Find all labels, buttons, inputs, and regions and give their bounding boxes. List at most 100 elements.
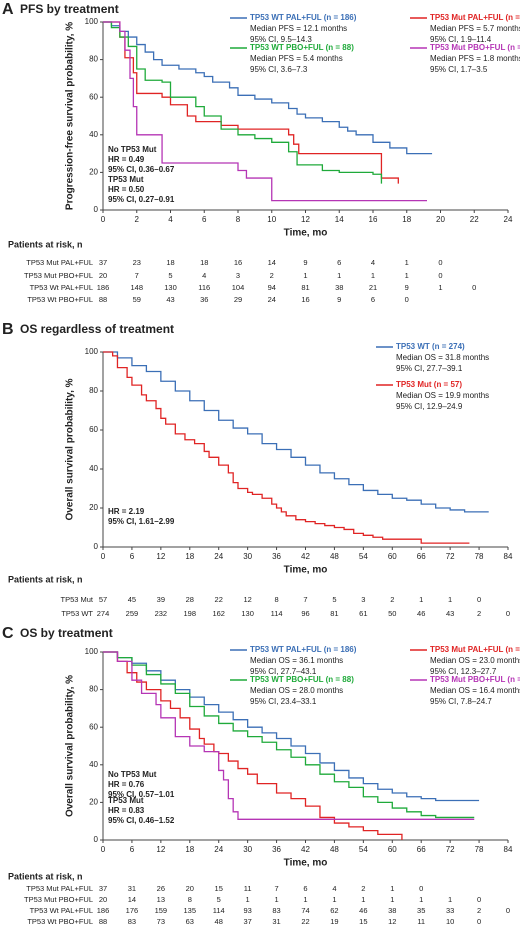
risk-count: 48 xyxy=(215,917,223,925)
risk-count: 5 xyxy=(168,271,172,280)
y-tick-label: 20 xyxy=(89,798,98,807)
risk-count: 0 xyxy=(477,895,481,904)
risk-count: 10 xyxy=(446,917,454,925)
risk-count: 0 xyxy=(438,258,442,267)
legend-detail: Median PFS = 1.8 months xyxy=(430,54,520,63)
risk-count: 2 xyxy=(390,595,394,604)
x-tick-label: 72 xyxy=(446,845,455,854)
annotation: TP53 Mut xyxy=(108,796,144,805)
legend-detail: Median PFS = 5.7 months xyxy=(430,24,520,33)
risk-count: 73 xyxy=(157,917,165,925)
x-tick-label: 48 xyxy=(330,845,339,854)
risk-count: 7 xyxy=(274,884,278,893)
risk-count: 198 xyxy=(184,609,197,618)
y-tick-label: 60 xyxy=(89,425,98,434)
risk-count: 83 xyxy=(272,906,280,915)
x-tick-label: 0 xyxy=(101,215,106,224)
risk-count: 88 xyxy=(99,295,107,304)
y-tick-label: 20 xyxy=(89,503,98,512)
y-tick-label: 40 xyxy=(89,760,98,769)
survival-curve xyxy=(103,21,427,202)
risk-count: 46 xyxy=(359,906,367,915)
risk-count: 114 xyxy=(271,609,283,618)
risk-count: 50 xyxy=(388,609,396,618)
y-axis-label: Overall survival probability, % xyxy=(65,378,76,520)
risk-count: 14 xyxy=(268,258,276,267)
risk-count: 5 xyxy=(332,595,336,604)
risk-count: 14 xyxy=(128,895,136,904)
y-tick-label: 40 xyxy=(89,130,98,139)
panel-label: B xyxy=(2,321,14,338)
legend-label: TP53 WT PBO+FUL (n = 88) xyxy=(250,675,354,684)
risk-count: 259 xyxy=(126,609,139,618)
risk-count: 135 xyxy=(184,906,197,915)
x-tick-label: 2 xyxy=(135,215,140,224)
x-tick-label: 78 xyxy=(475,552,484,561)
y-axis-label: Overall survival probability, % xyxy=(65,675,76,817)
x-tick-label: 24 xyxy=(504,215,513,224)
risk-count: 96 xyxy=(301,609,309,618)
risk-count: 162 xyxy=(212,609,225,618)
risk-count: 130 xyxy=(241,609,254,618)
legend-detail: 95% CI, 3.6–7.3 xyxy=(250,65,308,74)
x-tick-label: 84 xyxy=(504,845,513,854)
risk-count: 22 xyxy=(215,595,223,604)
legend-label: TP53 WT PAL+FUL (n = 186) xyxy=(250,645,357,654)
risk-count: 8 xyxy=(274,595,278,604)
risk-count: 35 xyxy=(417,906,425,915)
risk-row-label: TP53 Wt PAL+FUL xyxy=(30,283,93,292)
x-tick-label: 18 xyxy=(402,215,411,224)
survival-curve xyxy=(103,651,403,840)
x-tick-label: 14 xyxy=(335,215,344,224)
annotation: HR = 0.50 xyxy=(108,185,145,194)
risk-count: 159 xyxy=(155,906,168,915)
x-tick-label: 10 xyxy=(267,215,276,224)
y-tick-label: 0 xyxy=(94,542,99,551)
x-tick-label: 24 xyxy=(214,552,223,561)
risk-count: 130 xyxy=(164,283,177,292)
risk-count: 15 xyxy=(215,884,223,893)
y-tick-label: 40 xyxy=(89,464,98,473)
x-tick-label: 6 xyxy=(130,845,135,854)
x-tick-label: 66 xyxy=(417,845,426,854)
panel-title: PFS by treatment xyxy=(20,2,119,16)
risk-count: 22 xyxy=(301,917,309,925)
annotation: HR = 0.49 xyxy=(108,155,145,164)
risk-count: 0 xyxy=(477,595,481,604)
x-tick-label: 16 xyxy=(369,215,378,224)
risk-row-label: TP53 Mut PBO+FUL xyxy=(24,895,93,904)
risk-count: 83 xyxy=(128,917,136,925)
risk-count: 176 xyxy=(126,906,139,915)
risk-count: 18 xyxy=(166,258,174,267)
risk-count: 5 xyxy=(217,895,221,904)
risk-count: 1 xyxy=(419,595,423,604)
risk-count: 74 xyxy=(301,906,309,915)
risk-count: 15 xyxy=(359,917,367,925)
risk-count: 6 xyxy=(337,258,341,267)
legend-detail: Median OS = 36.1 months xyxy=(250,656,343,665)
risk-count: 114 xyxy=(213,906,225,915)
risk-count: 1 xyxy=(448,595,452,604)
risk-table-title: Patients at risk, n xyxy=(8,871,83,881)
x-tick-label: 48 xyxy=(330,552,339,561)
risk-count: 7 xyxy=(303,595,307,604)
x-tick-label: 30 xyxy=(243,845,252,854)
risk-count: 6 xyxy=(371,295,375,304)
risk-count: 0 xyxy=(419,884,423,893)
x-tick-label: 60 xyxy=(388,552,397,561)
risk-count: 11 xyxy=(417,917,425,925)
risk-count: 4 xyxy=(202,271,206,280)
risk-count: 1 xyxy=(405,271,409,280)
legend-label: TP53 Mut PAL+FUL (n = 37) xyxy=(430,13,520,22)
survival-curve xyxy=(103,651,480,802)
y-tick-label: 60 xyxy=(89,92,98,101)
risk-count: 116 xyxy=(198,283,210,292)
risk-row-label: TP53 Wt PBO+FUL xyxy=(27,295,93,304)
y-tick-label: 100 xyxy=(85,347,99,356)
legend-detail: Median PFS = 5.4 months xyxy=(250,54,343,63)
legend-detail: 95% CI, 12.3–27.7 xyxy=(430,667,497,676)
legend-detail: 95% CI, 12.9–24.9 xyxy=(396,402,463,411)
risk-count: 0 xyxy=(472,283,476,292)
x-tick-label: 84 xyxy=(504,552,513,561)
